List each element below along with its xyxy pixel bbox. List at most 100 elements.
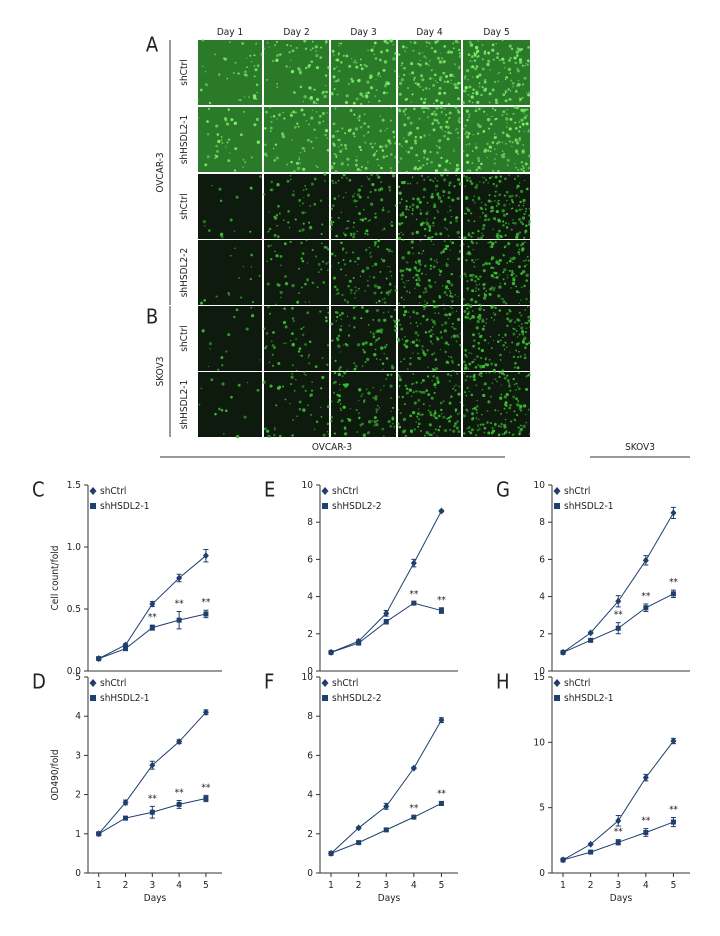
cell-dot (356, 155, 358, 158)
cell-dot (507, 242, 511, 246)
cell-dot (329, 222, 333, 227)
cell-dot (457, 97, 460, 101)
y-tick-label: 8 (307, 517, 313, 528)
cell-dot (455, 426, 460, 430)
cell-dot (326, 363, 329, 366)
cell-dot (277, 113, 281, 117)
cell-dot (432, 243, 435, 246)
cell-dot (469, 431, 473, 435)
cell-dot (471, 408, 474, 410)
x-tick-label: 4 (176, 880, 182, 891)
cell-dot (440, 200, 443, 203)
cell-dot (434, 367, 439, 371)
cell-dot (406, 339, 409, 342)
cell-dot (332, 54, 335, 56)
cell-dot (298, 156, 301, 159)
cell-dot (423, 55, 426, 58)
cell-dot (381, 208, 385, 212)
cell-dot (457, 257, 461, 261)
cell-dot (466, 287, 469, 290)
cell-dot (446, 80, 450, 84)
cell-dot (315, 102, 318, 105)
cell-dot (484, 339, 486, 341)
cell-dot (386, 155, 388, 158)
cell-dot (481, 263, 485, 267)
cell-dot (511, 271, 514, 274)
cell-dot (333, 67, 336, 71)
cell-dot (464, 379, 467, 382)
y-tick-label: 0 (307, 868, 313, 879)
cell-dot (433, 49, 437, 54)
significance: ** (148, 793, 157, 804)
cell-dot (356, 193, 360, 197)
cell-dot (435, 184, 439, 188)
cell-dot (463, 391, 467, 394)
cell-dot (476, 399, 478, 402)
cell-dot (471, 162, 474, 164)
cell-dot (386, 127, 388, 130)
cell-dot (411, 93, 414, 96)
cell-dot (334, 359, 337, 363)
cell-dot (308, 123, 310, 126)
cell-dot (336, 93, 339, 96)
point (149, 809, 155, 815)
cell-dot (438, 78, 441, 81)
cell-dot (491, 242, 495, 246)
cell-dot (468, 430, 470, 433)
cell-dot (390, 106, 393, 108)
cell-dot (500, 425, 503, 428)
cell-dot (520, 161, 523, 164)
cell-dot (511, 141, 514, 144)
cell-dot (471, 352, 473, 355)
cell-dot (433, 73, 437, 77)
cell-dot (426, 201, 429, 204)
cell-dot (402, 233, 405, 236)
cell-dot (334, 254, 337, 257)
cell-dot (283, 307, 286, 310)
cell-dot (497, 434, 501, 437)
cell-dot (432, 129, 435, 132)
cell-dot (453, 83, 457, 87)
cell-dot (513, 56, 517, 60)
cell-dot (403, 309, 408, 314)
y-tick-label: 0.5 (67, 604, 81, 615)
cell-dot (427, 409, 430, 412)
cell-dot (447, 102, 451, 106)
cell-dot (485, 261, 488, 264)
cell-dot (479, 371, 483, 375)
cell-dot (520, 244, 523, 247)
cell-dot (304, 47, 308, 50)
cell-dot (414, 331, 418, 335)
cell-dot (463, 372, 466, 375)
cell-dot (524, 64, 526, 67)
cell-dot (308, 301, 311, 303)
cell-dot (389, 170, 393, 173)
micrograph (198, 174, 262, 239)
cell-dot (465, 153, 469, 157)
cell-dot (525, 375, 528, 378)
cell-dot (392, 406, 395, 409)
cell-dot (514, 419, 517, 422)
cell-dot (337, 138, 341, 142)
cell-dot (415, 262, 417, 265)
cell-dot (385, 277, 388, 280)
cell-dot (465, 395, 468, 397)
cell-dot (506, 164, 509, 167)
cell-dot (424, 434, 426, 437)
y-tick-label: 10 (534, 480, 546, 491)
cell-dot (409, 121, 413, 125)
cell-dot (473, 265, 476, 268)
cell-dot (226, 77, 229, 80)
cell-dot (444, 321, 448, 325)
cell-dot (310, 116, 314, 120)
cell-dot (482, 365, 485, 368)
cell-dot (451, 361, 454, 364)
cell-dot (355, 159, 358, 162)
cell-dot (465, 130, 469, 134)
cell-dot (361, 342, 366, 346)
cell-dot (423, 134, 426, 137)
cell-dot (324, 40, 328, 44)
cell-dot (361, 306, 364, 309)
cell-dot (323, 94, 327, 99)
cell-dot (424, 87, 428, 90)
